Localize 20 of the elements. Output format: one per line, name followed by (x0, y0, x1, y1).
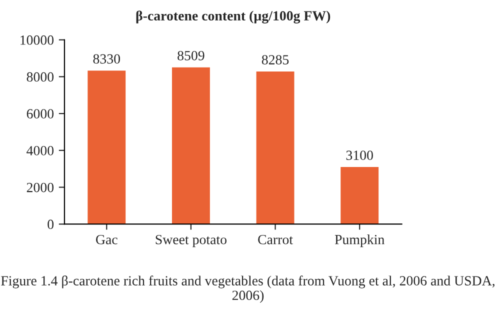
data-label: 8285 (262, 55, 289, 64)
bar (172, 67, 210, 224)
chart-title: β-carotene content (µg/100g FW) (136, 10, 330, 24)
bar (256, 71, 294, 224)
x-tick-label: Sweet potato (156, 234, 226, 248)
data-label: 8330 (93, 54, 120, 64)
y-tick-label: 10000 (20, 35, 54, 45)
y-tick-label: 4000 (26, 146, 54, 156)
y-tick-label: 6000 (26, 109, 54, 118)
caption: Figure 1.4 β-carotene rich fruits and vegetables (data from Vuong et al, 2006 and USDA, 2006) (1, 276, 494, 303)
y-tick-label: 8000 (26, 72, 54, 82)
bar (88, 70, 126, 224)
y-tick-label: 0 (48, 220, 54, 230)
bar (340, 166, 379, 224)
data-label: 8509 (178, 50, 204, 60)
x-tick-label: Carrot (258, 234, 293, 244)
data-label: 3100 (346, 150, 373, 160)
x-tick-label: Pumpkin (334, 234, 384, 248)
y-tick-label: 2000 (26, 182, 54, 192)
x-tick-label: Gac (96, 234, 118, 244)
